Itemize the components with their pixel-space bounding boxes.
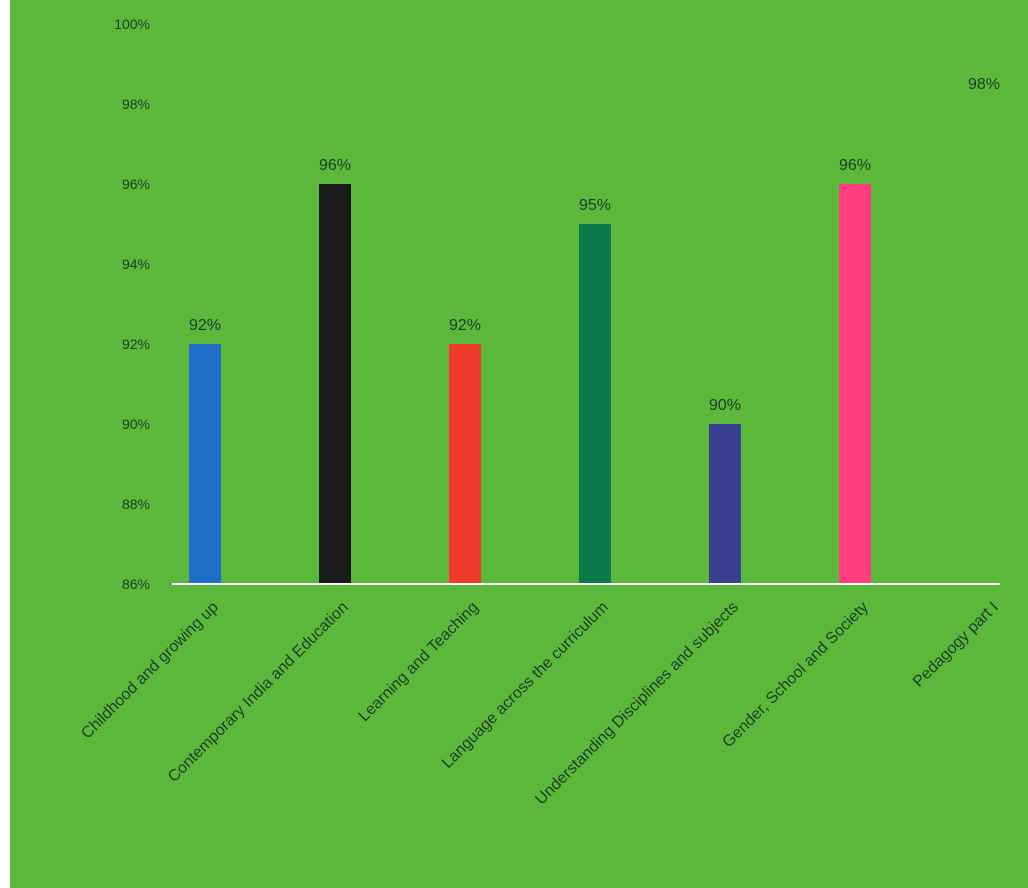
bar	[449, 344, 481, 584]
y-axis: 86% 88% 90% 92% 94% 96% 98% 100%	[114, 16, 150, 592]
bars	[189, 104, 1001, 584]
bar	[319, 184, 351, 584]
data-label: 92%	[189, 317, 221, 334]
y-tick-label: 86%	[122, 576, 150, 592]
data-label: 92%	[449, 317, 481, 334]
chart-background	[10, 0, 1028, 888]
data-label: 96%	[319, 157, 351, 174]
data-label: 98%	[968, 76, 1000, 93]
y-tick-label: 92%	[122, 336, 150, 352]
y-tick-label: 94%	[122, 256, 150, 272]
data-labels: 92% 96% 92% 95% 90% 96% 98%	[189, 76, 1000, 414]
data-label: 96%	[839, 157, 871, 174]
bar	[709, 424, 741, 584]
data-label: 90%	[709, 397, 741, 414]
y-tick-label: 100%	[114, 16, 150, 32]
y-tick-label: 90%	[122, 416, 150, 432]
bar	[579, 224, 611, 584]
y-tick-label: 96%	[122, 176, 150, 192]
y-tick-label: 88%	[122, 496, 150, 512]
bar	[839, 184, 871, 584]
y-tick-label: 98%	[122, 96, 150, 112]
bar	[189, 344, 221, 584]
data-label: 95%	[579, 197, 611, 214]
bar	[969, 104, 1001, 584]
